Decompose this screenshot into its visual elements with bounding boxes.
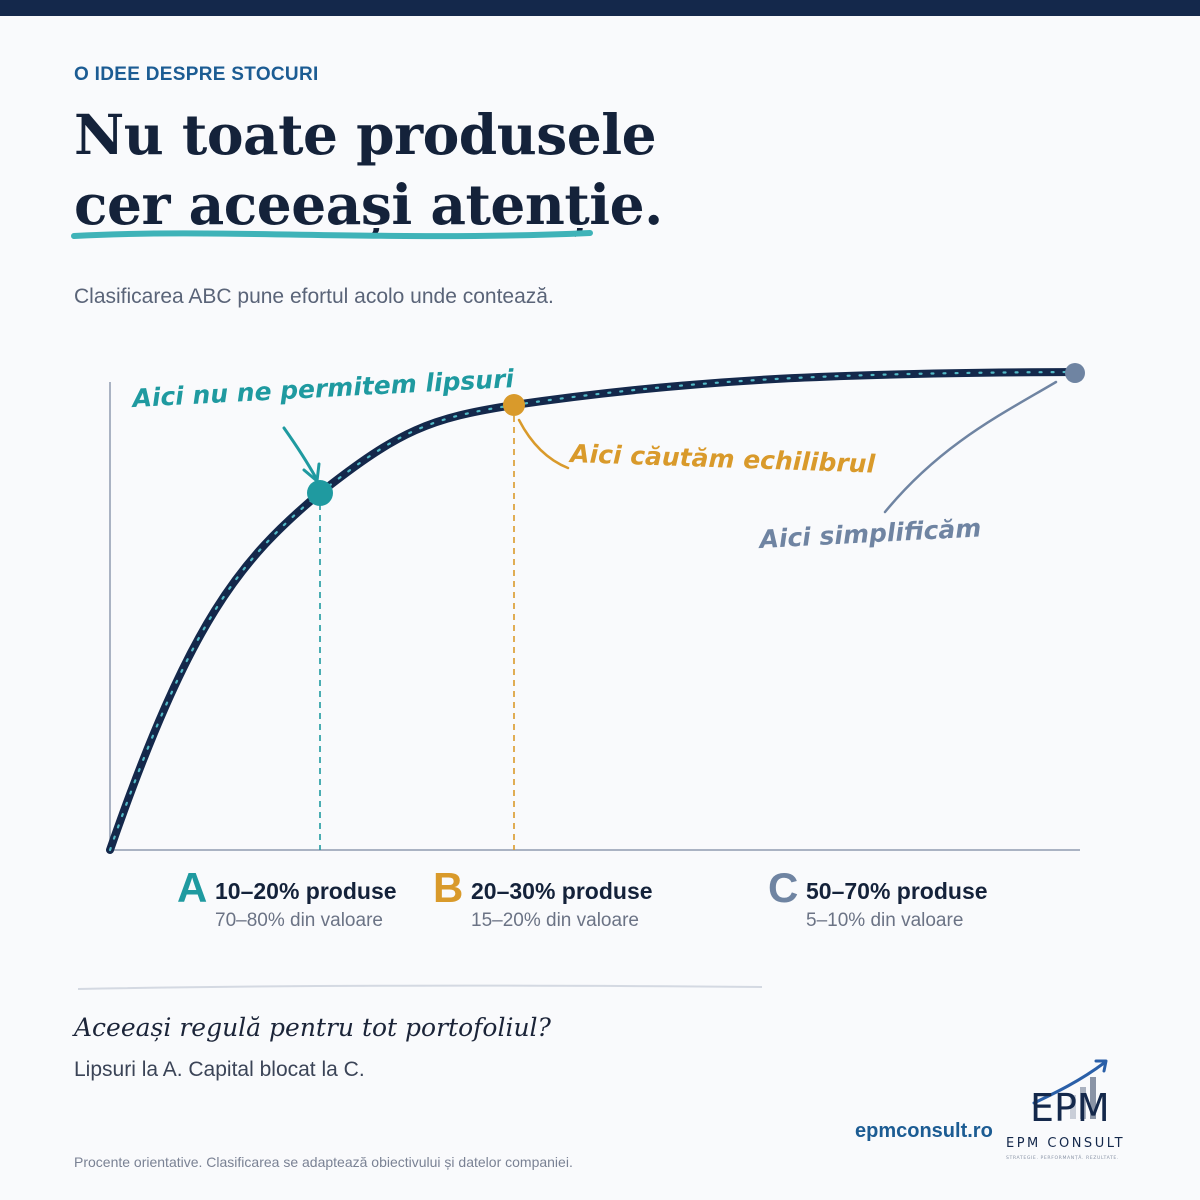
annotation-b: Aici căutăm echilibrul <box>568 439 876 479</box>
page-title: Nu toate produsele cer aceeași atenție. <box>74 100 663 240</box>
annotation-a: Aici nu ne permitem lipsuri <box>130 364 515 413</box>
subtitle: Clasificarea ABC pune efortul acolo unde… <box>74 285 554 308</box>
eyebrow: O IDEE DESPRE STOCURI <box>74 64 319 85</box>
category-a-letter: A <box>177 864 208 911</box>
arrow-a <box>282 426 318 480</box>
closing-answer: Lipsuri la A. Capital blocat la C. <box>74 1058 365 1081</box>
closing-question: Aceeași regulă pentru tot portofoliul? <box>74 1013 551 1042</box>
point-c <box>1065 363 1085 383</box>
top-bar <box>0 0 1200 16</box>
title-underline <box>71 230 593 240</box>
category-b-products: 20–30% produse <box>471 878 653 904</box>
category-a-value: 70–80% din valoare <box>215 910 383 931</box>
epm-logo: EPM EPM CONSULT STRATEGIE. PERFORMANȚĂ. … <box>1006 1059 1125 1161</box>
logo-tagline: STRATEGIE. PERFORMANȚĂ. REZULTATE. <box>1006 1154 1119 1161</box>
title-line-1: Nu toate produsele <box>74 102 657 167</box>
category-a-products: 10–20% produse <box>215 878 397 904</box>
curve-highlight <box>108 370 1077 852</box>
footnote: Procente orientative. Clasificarea se ad… <box>74 1154 573 1170</box>
point-a <box>307 480 333 506</box>
connector-b <box>517 418 570 470</box>
category-c-value: 5–10% din valoare <box>806 910 964 931</box>
divider <box>78 984 763 990</box>
category-c-products: 50–70% produse <box>806 878 988 904</box>
category-b-value: 15–20% din valoare <box>471 910 639 931</box>
title-line-2: cer aceeași atenție. <box>74 172 663 237</box>
website-link[interactable]: epmconsult.ro <box>855 1120 993 1142</box>
annotation-c: Aici simplificăm <box>757 513 982 554</box>
logo-name: EPM CONSULT <box>1006 1136 1125 1151</box>
arrowhead-a <box>302 462 321 483</box>
category-b-letter: B <box>433 864 464 911</box>
point-b <box>503 394 525 416</box>
logo-mark: EPM <box>1030 1086 1110 1130</box>
connector-c <box>883 380 1058 514</box>
category-c-letter: C <box>768 864 799 911</box>
